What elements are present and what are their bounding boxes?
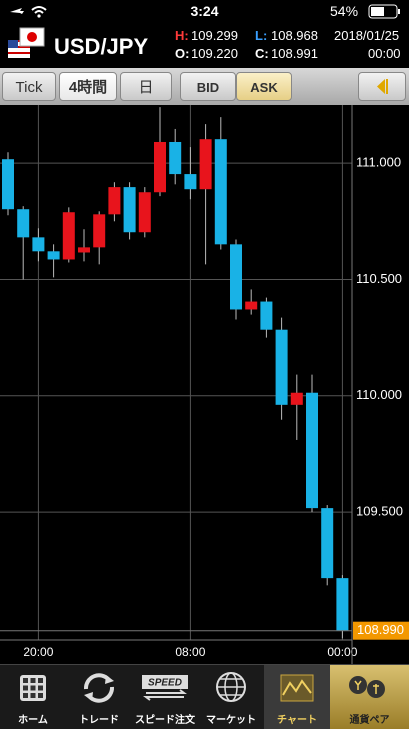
candle-body [17,209,30,238]
y-tick-label: 110.000 [356,387,402,402]
nav-item[interactable]: マーケット [198,665,264,729]
nav-label: マーケット [206,715,256,726]
stat-value: 109.299 [191,28,238,43]
stat-value: 108.968 [271,28,318,43]
nav-icon [349,676,385,698]
date: 2018/01/25 [334,28,400,43]
candle-body [47,251,60,260]
side-panel-button[interactable] [358,72,406,101]
last-price-box [353,621,409,640]
candle-body [2,159,14,210]
toggle-button[interactable]: BID [180,72,236,101]
nav-label: スピード注文 [135,715,195,726]
candle-body [62,212,75,260]
battery-icon [368,4,400,19]
candle-body [93,214,106,248]
nav-item[interactable]: チャート [264,665,330,729]
nav-label: 通貨ペア [349,715,390,726]
x-tick-label: 08:00 [175,645,205,659]
status-bar: 3:24 54% [0,0,409,22]
nav-item[interactable]: ホーム [0,665,66,729]
y-tick-label: 111.000 [356,155,401,170]
candle-body [230,244,242,310]
nav-icon [20,675,46,701]
candle-body [245,301,258,310]
flag-icon [8,27,45,58]
stat-key: L: [255,28,268,43]
y-tick-label: 109.500 [356,504,403,519]
nav-label: チャート [277,715,317,726]
clock: 3:24 [190,3,219,19]
x-tick-label: 20:00 [23,645,53,659]
nav-icon [280,674,314,702]
time: 00:00 [368,46,401,61]
speed-icon-text: SPEED [148,678,182,689]
stat-key: H: [175,28,189,43]
ohlc-stats: H: 109.299 L: 108.968 O: 109.220 C: 108.991 [175,28,335,64]
candle-body [78,247,90,253]
toggle-button[interactable]: ASK [236,72,292,101]
header: USD/JPY H: 109.299 L: 108.968 O: 109.220 C: 108… [0,22,409,68]
candle-body [199,139,212,190]
candle-body [321,508,334,579]
candle-body [32,237,45,252]
stat-key: C: [255,46,269,61]
stat-key: O: [175,46,190,61]
candle-body [184,174,197,190]
nav-label: ホーム [18,715,48,726]
candlestick-chart: 109.500 110.000 110.500 111.000 20:00 08:00 00… [0,105,409,664]
bottom-nav: ホーム トレード SPEED スピード注文 マーケット チャート 通貨ペア [0,664,409,729]
status-icons [10,6,47,18]
toolbar: Tick 4時間 日 BID ASK [0,68,409,105]
last-price-label: 108.990 [357,622,404,637]
nav-item[interactable]: SPEED スピード注文 [132,665,198,729]
y-tick-label: 110.500 [356,271,402,286]
symbol[interactable]: USD/JPY [54,34,149,59]
candle-body [108,187,121,215]
x-tick-label: 00:00 [327,645,357,659]
tab[interactable]: 4時間 [59,72,117,101]
nav-icon: SPEED [142,675,188,701]
candle-body [214,139,227,245]
candle-body [306,392,318,509]
candle-body [275,329,288,405]
candle-body [138,192,151,233]
tab[interactable]: 日 [120,72,172,101]
candle-body [123,187,136,233]
candle-body [260,301,273,330]
candle-body [290,392,303,405]
candle-body [336,578,349,631]
tab[interactable]: Tick [2,72,56,101]
nav-label: トレード [79,715,119,726]
nav-item[interactable]: トレード [66,665,132,729]
nav-icon [216,672,246,702]
candle-body [154,141,166,193]
battery-level: 54% [330,3,359,19]
stat-value: 109.220 [191,46,238,61]
nav-item[interactable]: 通貨ペア [330,665,409,729]
stat-value: 108.991 [271,46,318,61]
arrow-icon [377,79,388,94]
nav-icon [84,673,114,703]
candle-body [169,141,182,175]
